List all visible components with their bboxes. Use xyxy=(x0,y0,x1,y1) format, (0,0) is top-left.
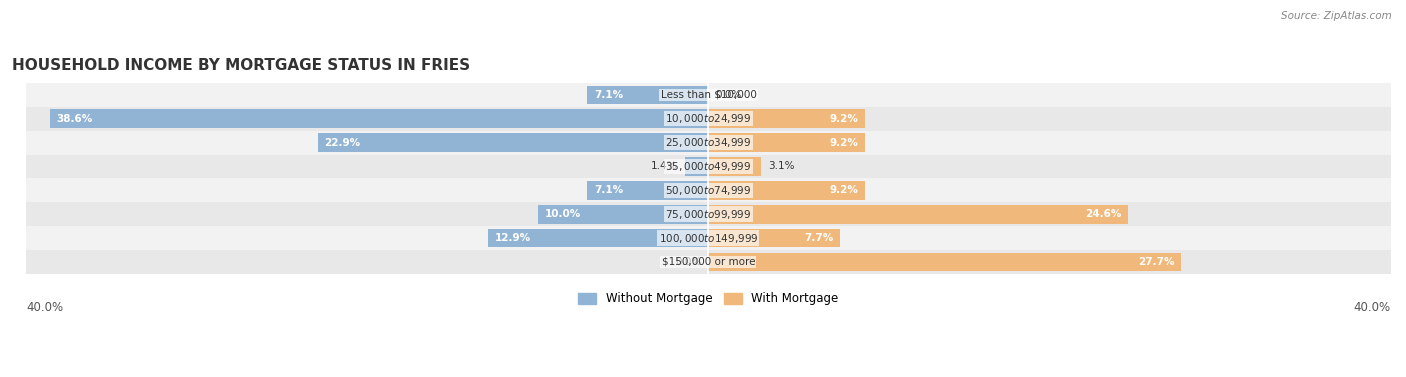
Text: 9.2%: 9.2% xyxy=(830,114,859,124)
Text: 40.0%: 40.0% xyxy=(1354,300,1391,314)
Text: 0.0%: 0.0% xyxy=(675,257,702,267)
Bar xyxy=(588,181,709,200)
Bar xyxy=(488,229,709,247)
Bar xyxy=(709,181,866,200)
Bar xyxy=(25,178,1391,202)
Bar xyxy=(25,83,1391,107)
Text: $75,000 to $99,999: $75,000 to $99,999 xyxy=(665,208,752,221)
Text: 9.2%: 9.2% xyxy=(830,138,859,147)
Bar xyxy=(538,205,709,224)
Text: $150,000 or more: $150,000 or more xyxy=(662,257,755,267)
Bar xyxy=(709,109,866,128)
Text: 12.9%: 12.9% xyxy=(495,233,531,243)
Bar xyxy=(49,109,709,128)
Legend: Without Mortgage, With Mortgage: Without Mortgage, With Mortgage xyxy=(574,288,844,310)
Text: 1.4%: 1.4% xyxy=(651,161,678,172)
Bar xyxy=(318,133,709,152)
Text: 40.0%: 40.0% xyxy=(25,300,63,314)
Bar xyxy=(709,133,866,152)
Text: $25,000 to $34,999: $25,000 to $34,999 xyxy=(665,136,752,149)
Bar xyxy=(709,253,1181,271)
Text: Source: ZipAtlas.com: Source: ZipAtlas.com xyxy=(1281,11,1392,21)
Text: $35,000 to $49,999: $35,000 to $49,999 xyxy=(665,160,752,173)
Text: 22.9%: 22.9% xyxy=(325,138,360,147)
Bar xyxy=(25,131,1391,155)
Bar xyxy=(709,229,839,247)
Text: $10,000 to $24,999: $10,000 to $24,999 xyxy=(665,112,752,125)
Text: 24.6%: 24.6% xyxy=(1085,209,1122,219)
Bar xyxy=(709,157,761,176)
Text: 3.1%: 3.1% xyxy=(768,161,794,172)
Text: $100,000 to $149,999: $100,000 to $149,999 xyxy=(658,231,758,245)
Bar xyxy=(709,205,1128,224)
Text: 9.2%: 9.2% xyxy=(830,185,859,195)
Text: 7.7%: 7.7% xyxy=(804,233,832,243)
Bar xyxy=(685,157,709,176)
Text: 7.1%: 7.1% xyxy=(595,185,623,195)
Text: Less than $10,000: Less than $10,000 xyxy=(661,90,756,100)
Text: HOUSEHOLD INCOME BY MORTGAGE STATUS IN FRIES: HOUSEHOLD INCOME BY MORTGAGE STATUS IN F… xyxy=(13,58,471,73)
Text: 0.0%: 0.0% xyxy=(716,90,741,100)
Text: $50,000 to $74,999: $50,000 to $74,999 xyxy=(665,184,752,197)
Text: 7.1%: 7.1% xyxy=(595,90,623,100)
Bar xyxy=(25,250,1391,274)
Text: 38.6%: 38.6% xyxy=(56,114,93,124)
Text: 10.0%: 10.0% xyxy=(544,209,581,219)
Bar xyxy=(25,155,1391,178)
Text: 27.7%: 27.7% xyxy=(1137,257,1174,267)
Bar xyxy=(25,226,1391,250)
Bar xyxy=(588,86,709,104)
Bar xyxy=(25,202,1391,226)
Bar xyxy=(25,107,1391,131)
